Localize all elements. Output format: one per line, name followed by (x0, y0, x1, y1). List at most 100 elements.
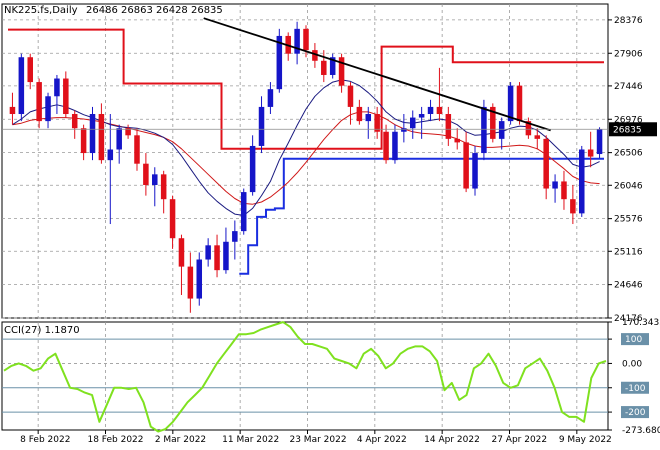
price-tick-label: 27906 (614, 49, 643, 59)
lower-step-line (239, 157, 604, 275)
candle-down (63, 78, 69, 115)
price-tick-label: 26976 (614, 115, 643, 125)
candle-down (303, 28, 309, 51)
candle-down (347, 85, 354, 107)
last-price-value: 26835 (613, 125, 642, 135)
candle-up (365, 114, 372, 122)
date-tick-label: 23 Mar 2022 (289, 435, 346, 445)
axes: 28376 27906 27446 26976 26506 26046 25576 25116… (20, 16, 660, 445)
candle-down (134, 135, 140, 164)
price-tick-label: 26506 (614, 149, 643, 159)
symbol-label: NK225.fs,Daily (4, 5, 78, 16)
candle-down (98, 114, 105, 161)
candle-down (80, 128, 87, 154)
date-tick-label: 11 Mar 2022 (222, 435, 279, 445)
candle-up (329, 57, 336, 75)
cci-level-tag (621, 333, 649, 346)
price-tick-label: 24646 (614, 281, 643, 291)
candle-up (18, 57, 25, 115)
candle-up (205, 245, 211, 260)
cci-level-label: 170.3435 (622, 318, 660, 328)
date-tick-label: 8 Feb 2022 (20, 435, 70, 445)
date-tick-label: 27 Apr 2022 (491, 435, 547, 445)
candle-down (561, 181, 567, 200)
candle-up (276, 35, 283, 90)
price-tick-label: 28376 (614, 16, 643, 26)
candle-up (196, 259, 203, 299)
candle-up (427, 106, 434, 115)
candle-down (534, 135, 541, 139)
cci-level-label: -273.680 (622, 426, 660, 436)
candle-down (214, 245, 220, 271)
candle-up (249, 145, 256, 193)
price-tick-label: 27446 (614, 82, 643, 92)
chart-frames (1, 3, 609, 431)
candle-down (570, 199, 576, 214)
cci-level-label: 0.00 (622, 359, 642, 369)
candle-down (187, 266, 194, 299)
date-tick-label: 14 Apr 2022 (424, 435, 480, 445)
candle-up (152, 174, 158, 185)
price-panel (2, 17, 608, 313)
candle-up (392, 131, 398, 161)
date-tick-label: 4 Apr 2022 (357, 435, 407, 445)
candle-down (356, 106, 363, 122)
candle-up (54, 78, 60, 97)
candle-down (36, 82, 42, 122)
candle-down (587, 149, 594, 157)
candle-up (472, 153, 478, 189)
candle-down (454, 138, 460, 143)
price-tick-label: 26046 (614, 181, 643, 191)
cci-line (3, 321, 607, 433)
cci-level-label: -100 (625, 384, 646, 394)
trendline (203, 17, 551, 132)
candle-down (321, 60, 327, 75)
candle-up (552, 181, 558, 189)
cci-level-tag (621, 406, 649, 419)
candle-down (27, 57, 33, 83)
candle-up (240, 192, 247, 232)
candle-down (125, 128, 131, 136)
candle-down (383, 131, 389, 161)
candle-down (374, 114, 380, 132)
date-tick-label: 18 Feb 2022 (87, 435, 143, 445)
upper-step-line (8, 28, 604, 150)
candle-up (223, 241, 229, 271)
candle-down (445, 114, 452, 139)
candle-down (178, 238, 185, 267)
last-price-tag (609, 122, 657, 137)
candle-up (107, 149, 114, 161)
price-tick-label: 25116 (614, 247, 643, 257)
cci-level-tag (621, 381, 649, 394)
candle-up (409, 117, 416, 129)
candle-down (543, 138, 549, 189)
candle-down (71, 114, 78, 129)
candle-down (312, 50, 318, 61)
price-panel-frame (1, 3, 609, 319)
candle-up (596, 129, 603, 155)
candle-down (436, 106, 443, 115)
candle-down (169, 199, 176, 239)
candle-up (579, 149, 585, 214)
candle-up (418, 114, 425, 118)
price-tick-label: 25576 (614, 215, 643, 225)
candle-up (89, 114, 96, 154)
cci-panel-frame (1, 321, 609, 431)
candle-up (267, 89, 274, 107)
ohlc-label: 26486 26863 26428 26835 (86, 5, 223, 16)
candle-up (258, 106, 265, 146)
candle-down (516, 85, 523, 122)
candle-up (116, 128, 122, 150)
price-tick-label: 24176 (614, 314, 643, 324)
cci-level-label: -200 (625, 408, 646, 418)
cci-level-label: 100 (625, 335, 642, 345)
candle-up (507, 85, 514, 122)
candle-up (481, 106, 487, 154)
candle-down (9, 106, 16, 115)
candle-down (463, 142, 469, 189)
candle-up (401, 128, 407, 132)
date-tick-label: 2 Mar 2022 (155, 435, 206, 445)
cci-label: CCI(27) 1.1870 (4, 325, 80, 336)
candle-up (498, 121, 505, 139)
